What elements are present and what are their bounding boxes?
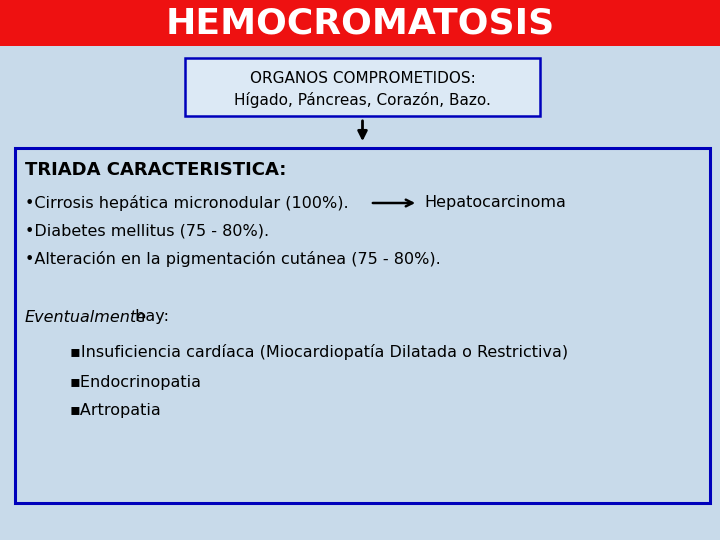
Text: ORGANOS COMPROMETIDOS:: ORGANOS COMPROMETIDOS: xyxy=(250,71,475,86)
Text: Eventualmente: Eventualmente xyxy=(25,309,147,325)
Text: Hígado, Páncreas, Corazón, Bazo.: Hígado, Páncreas, Corazón, Bazo. xyxy=(234,92,491,108)
Text: HEMOCROMATOSIS: HEMOCROMATOSIS xyxy=(166,6,554,40)
Text: ▪Artropatia: ▪Artropatia xyxy=(70,402,162,417)
Bar xyxy=(0,0,720,46)
Text: •Diabetes mellitus (75 - 80%).: •Diabetes mellitus (75 - 80%). xyxy=(25,224,269,239)
Text: •Cirrosis hepática micronodular (100%).: •Cirrosis hepática micronodular (100%). xyxy=(25,195,348,211)
Text: •Alteración en la pigmentación cutánea (75 - 80%).: •Alteración en la pigmentación cutánea (… xyxy=(25,251,441,267)
Text: hay:: hay: xyxy=(130,309,169,325)
Text: TRIADA CARACTERISTICA:: TRIADA CARACTERISTICA: xyxy=(25,161,287,179)
Bar xyxy=(185,58,540,116)
Text: ▪Insuficiencia cardíaca (Miocardiopatía Dilatada o Restrictiva): ▪Insuficiencia cardíaca (Miocardiopatía … xyxy=(70,344,568,360)
Text: ▪Endocrinopatia: ▪Endocrinopatia xyxy=(70,375,202,389)
Bar xyxy=(15,148,710,503)
Text: Hepatocarcinoma: Hepatocarcinoma xyxy=(424,195,566,211)
